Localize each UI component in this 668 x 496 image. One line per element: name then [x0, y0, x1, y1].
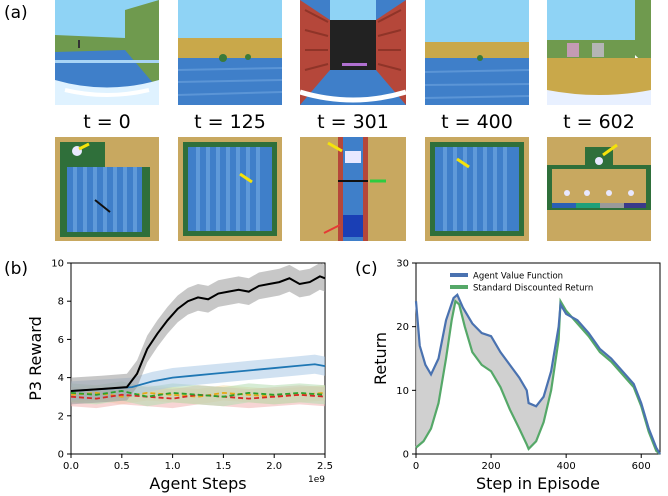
frame-map-2 [300, 137, 406, 241]
frame-label-4: t = 602 [563, 111, 635, 133]
y-tick-label: 0 [403, 450, 409, 461]
frame-label-2: t = 301 [317, 111, 389, 133]
fill-between-area [416, 294, 660, 454]
panel-label-c: (c) [355, 259, 378, 279]
frame-map-3 [425, 137, 529, 241]
yellow-arrow-icon [456, 157, 470, 169]
x-tick-label: 0.5 [114, 461, 130, 472]
x-tick-label: 600 [632, 461, 651, 472]
frame-fpv-3 [425, 0, 529, 105]
yellow-arrow-icon [602, 143, 618, 157]
y-tick-label: 2 [58, 411, 64, 422]
series-line [414, 293, 661, 455]
series-band [71, 263, 325, 405]
x-tick-label: 200 [482, 461, 501, 472]
frame-fpv-1 [178, 0, 282, 105]
x-tick-label: 0.0 [63, 461, 79, 472]
return-chart: 0 200 400 600 0 10 20 30 Step in Episode Return Ag… [371, 259, 661, 493]
x-tick-label: 1.0 [165, 461, 181, 472]
panel-label-a: (a) [4, 3, 28, 23]
y-tick-label: 6 [58, 335, 64, 346]
frame-label-0: t = 0 [83, 111, 131, 133]
frame-label-1: t = 125 [194, 111, 266, 133]
black-arrow-icon [94, 199, 111, 213]
x-tick-label: 0 [413, 461, 419, 472]
x-tick-label: 2.0 [266, 461, 282, 472]
series-line [70, 390, 326, 398]
y-tick-label: 10 [396, 386, 409, 397]
y-tick-label: 30 [396, 259, 409, 270]
series-line [70, 363, 326, 392]
series-line [70, 393, 326, 400]
x-tick-label: 2.5 [317, 461, 333, 472]
frame-map-0 [55, 137, 159, 241]
yellow-arrow-icon [327, 141, 343, 153]
x-multiplier-label: 1e9 [308, 475, 325, 485]
reward-chart: 0.0 0.5 1.0 1.5 2.0 2.5 0 2 4 6 8 10 Agent Steps P3 R… [26, 259, 333, 494]
frame-fpv-2 [300, 0, 406, 105]
y-tick-label: 20 [396, 322, 409, 333]
x-axis-label: Agent Steps [149, 474, 246, 493]
yellow-arrow-icon [78, 142, 90, 151]
series-line [415, 297, 661, 455]
frame-map-4 [547, 137, 651, 241]
y-tick-label: 8 [58, 297, 64, 308]
frame-fpv-4 [547, 0, 651, 105]
y-tick-label: 10 [51, 259, 64, 270]
y-axis-label: Return [371, 332, 390, 385]
series-line [70, 275, 326, 392]
frame-map-1 [178, 137, 282, 241]
yellow-arrow-icon [239, 172, 253, 184]
y-tick-label: 0 [58, 450, 64, 461]
y-tick-label: 4 [58, 373, 64, 384]
legend-label: Agent Value Function [473, 272, 563, 282]
red-arrow-icon [323, 224, 341, 234]
y-axis-label: P3 Reward [26, 316, 45, 401]
frame-label-3: t = 400 [441, 111, 513, 133]
panel-label-b: (b) [4, 259, 29, 279]
x-tick-label: 400 [557, 461, 576, 472]
frame-fpv-0 [55, 0, 159, 105]
x-axis-label: Step in Episode [476, 474, 600, 493]
legend-label: Standard Discounted Return [473, 284, 593, 294]
x-tick-label: 1.5 [215, 461, 231, 472]
